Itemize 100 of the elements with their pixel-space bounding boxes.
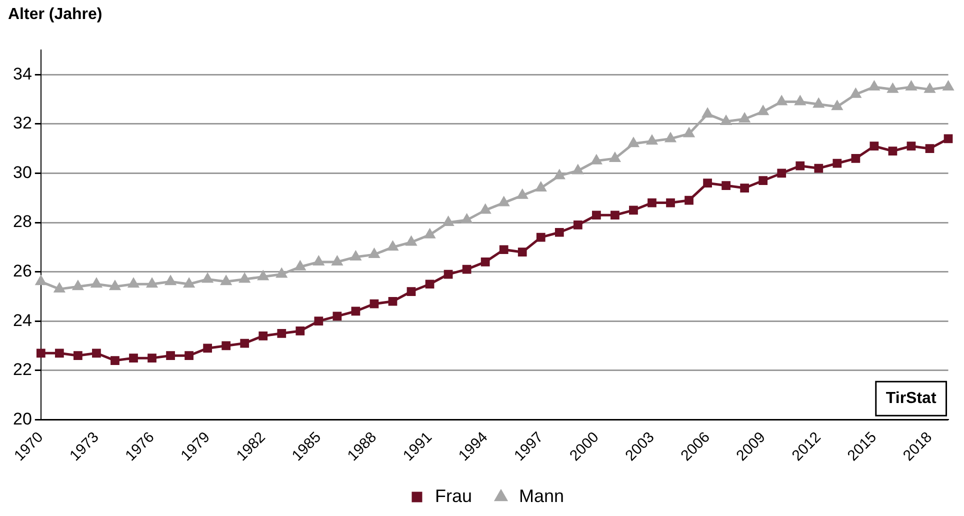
point	[296, 326, 305, 336]
point	[720, 116, 732, 125]
point	[202, 273, 213, 283]
point	[870, 142, 879, 151]
point	[776, 96, 787, 106]
point	[850, 88, 861, 98]
point	[722, 181, 730, 190]
point	[462, 214, 472, 224]
y-tick-label: 20	[12, 409, 32, 428]
point	[276, 268, 287, 278]
point	[314, 256, 324, 266]
point	[740, 184, 750, 192]
point	[92, 348, 101, 358]
point	[666, 198, 675, 208]
point	[295, 261, 306, 270]
point	[129, 354, 138, 362]
point	[499, 245, 508, 254]
point	[888, 84, 898, 93]
annotation: TirStat	[886, 390, 937, 408]
point	[72, 280, 84, 290]
point	[480, 258, 490, 266]
point	[480, 204, 490, 214]
point	[888, 146, 898, 156]
point	[220, 276, 232, 286]
point	[54, 283, 65, 293]
point	[851, 154, 860, 163]
point	[370, 299, 379, 308]
point	[554, 170, 565, 180]
point	[314, 316, 324, 326]
point	[628, 138, 639, 148]
point	[703, 178, 712, 188]
point	[573, 220, 582, 230]
legend-label: Frau	[434, 486, 472, 506]
point	[184, 278, 194, 288]
point	[277, 328, 286, 338]
point	[36, 276, 46, 286]
point	[518, 248, 527, 257]
point	[944, 134, 953, 144]
point	[406, 287, 416, 296]
point	[629, 206, 638, 215]
y-tick-label: 24	[12, 310, 32, 330]
point	[444, 270, 453, 279]
point	[369, 248, 380, 258]
point	[443, 216, 454, 226]
point	[203, 344, 212, 353]
point	[148, 354, 156, 362]
point	[184, 351, 194, 360]
point	[54, 348, 64, 358]
point	[796, 161, 805, 170]
point	[646, 135, 658, 145]
y-tick-label: 34	[12, 64, 32, 84]
point	[36, 348, 46, 358]
point	[258, 331, 268, 340]
point	[777, 168, 786, 178]
point	[869, 81, 880, 90]
point	[924, 84, 935, 93]
legend-label: Mann	[518, 486, 564, 506]
point	[517, 190, 528, 199]
y-tick-label: 28	[12, 212, 32, 232]
point	[684, 196, 694, 205]
point	[814, 98, 824, 108]
point	[943, 81, 954, 90]
point	[536, 182, 546, 192]
point	[665, 132, 676, 142]
point	[702, 108, 713, 118]
point	[258, 270, 268, 280]
point	[240, 338, 250, 348]
point	[146, 278, 158, 288]
point	[592, 210, 601, 220]
point	[610, 210, 620, 220]
y-tick-label: 30	[12, 162, 32, 182]
point	[591, 155, 602, 164]
point	[536, 232, 546, 242]
point	[498, 197, 509, 206]
point	[406, 236, 416, 246]
point	[906, 81, 916, 90]
point	[832, 158, 842, 168]
point	[906, 142, 916, 151]
point	[572, 165, 584, 174]
point	[91, 278, 102, 288]
point	[610, 152, 620, 162]
point	[239, 273, 250, 283]
point	[648, 198, 656, 208]
point	[388, 241, 398, 251]
point	[165, 276, 176, 286]
point	[925, 144, 934, 154]
point	[814, 164, 824, 173]
y-tick-label: 22	[12, 360, 32, 380]
point	[554, 228, 564, 237]
point	[222, 341, 231, 350]
point	[462, 264, 472, 274]
point	[425, 280, 434, 289]
point	[74, 351, 82, 360]
point	[110, 356, 120, 365]
y-axis-title: Alter (Jahre)	[8, 6, 102, 24]
point	[388, 296, 398, 306]
y-tick-label: 32	[12, 114, 32, 133]
point	[166, 351, 175, 360]
y-tick-label: 26	[12, 261, 32, 280]
point	[684, 128, 694, 138]
